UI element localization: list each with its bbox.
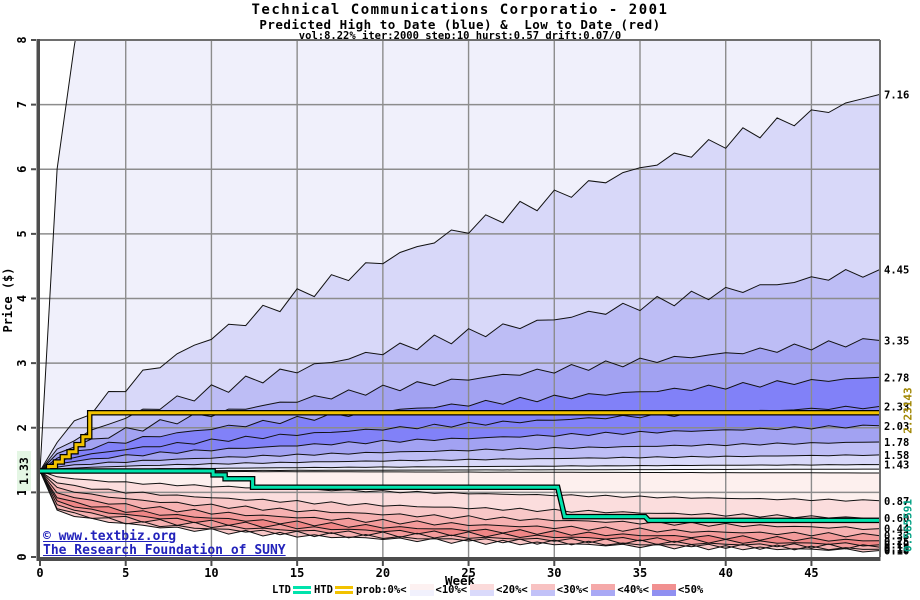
contour-line <box>40 470 880 502</box>
boundary-value-label: 1.78 <box>884 437 909 449</box>
y-tick-label: 0 <box>15 553 29 560</box>
contour-line <box>40 93 880 472</box>
legend-line-swatch <box>334 586 353 594</box>
low-band <box>40 471 880 546</box>
contour-line <box>40 470 880 531</box>
high-band <box>40 425 880 471</box>
htd-final-value-label: 2.23143 <box>901 387 915 434</box>
low-band <box>40 471 880 550</box>
contour-line <box>40 470 880 547</box>
high-band <box>40 442 880 471</box>
legend: LTD HTD prob:0%< <10%< <20%< <30%< <40%< <50% <box>272 583 703 597</box>
boundary-value-label: 3.35 <box>884 336 909 348</box>
boundary-value-label: 1.43 <box>884 460 909 472</box>
legend-band-swatch <box>651 584 676 596</box>
y-tick-label: 8 <box>15 36 29 43</box>
boundary-value-label: 0.12 <box>884 544 909 556</box>
legend-label: <40%< <box>617 584 649 596</box>
boundary-value-label: 7.16 <box>884 89 909 101</box>
y-axis-title: Price ($) <box>1 267 15 333</box>
watermark-org: The Research Foundation of SUNY <box>43 543 286 558</box>
boundary-value-label: 0.44 <box>884 524 909 536</box>
ltd-line <box>40 469 880 522</box>
boundary-value-label: 0.25 <box>884 536 909 548</box>
low-band <box>40 471 880 530</box>
contour-line <box>40 376 880 472</box>
legend-label: LTD <box>272 584 291 596</box>
boundary-value-label: 4.45 <box>884 264 909 276</box>
x-tick-label: 0 <box>36 566 43 580</box>
legend-band-swatch <box>530 584 555 596</box>
contour-line <box>40 454 880 472</box>
high-band <box>40 406 880 471</box>
x-tick-label: 35 <box>633 566 647 580</box>
high-band <box>40 454 880 471</box>
x-axis-title: Week <box>444 573 476 588</box>
chart-title: Technical Communications Corporatio - 20… <box>251 2 669 18</box>
boundary-value-label: 2.03 <box>884 421 909 433</box>
x-axis-bar <box>36 557 881 561</box>
y-tick-label: 7 <box>15 101 29 108</box>
htd-line <box>40 411 880 473</box>
contour-line <box>40 424 880 472</box>
y-tick-label: 6 <box>15 166 29 173</box>
y-tick-label: 2 <box>15 424 29 431</box>
legend-label: prob:0%< <box>355 584 407 596</box>
legend-band-swatch <box>409 584 434 596</box>
x-tick-label: 10 <box>204 566 218 580</box>
boundary-value-label: 0.15 <box>884 542 909 554</box>
high-band <box>40 269 880 471</box>
boundary-value-label: 0.33 <box>884 531 909 543</box>
y-tick-label: 1 <box>15 489 29 496</box>
watermark-url: © www.textbiz.org <box>43 529 177 544</box>
legend-label: HTD <box>313 584 333 596</box>
axis-ticks <box>31 39 813 566</box>
y-tick-label: 4 <box>15 295 29 302</box>
x-tick-label: 5 <box>122 566 129 580</box>
legend-label: <20%< <box>496 584 528 596</box>
boundary-value-label: 2.33 <box>884 401 909 413</box>
x-tick-label: 30 <box>547 566 561 580</box>
boundary-value-label: 0.19 <box>884 540 909 552</box>
contour-line <box>40 268 880 472</box>
boundary-value-label: 0.10 <box>884 546 909 558</box>
x-tick-label: 25 <box>461 566 475 580</box>
high-band <box>40 94 880 472</box>
legend-label: <10%< <box>435 584 468 596</box>
legend-label: <50% <box>677 584 704 596</box>
high-band <box>40 377 880 471</box>
contour-line <box>40 338 880 472</box>
x-tick-label: 15 <box>290 566 304 580</box>
high-band <box>40 40 880 471</box>
legend-line-swatch <box>292 586 311 594</box>
boundary-value-label: 2.78 <box>884 372 909 384</box>
low-band <box>40 471 880 542</box>
boundary-value-label: 0.87 <box>884 496 909 508</box>
x-tick-label: 45 <box>804 566 818 580</box>
x-tick-label: 40 <box>718 566 732 580</box>
y-tick-label: 3 <box>15 360 29 367</box>
contour-line <box>40 470 880 519</box>
contour-line <box>40 470 880 542</box>
chart-subtitle: Predicted High to Date (blue) & Low to D… <box>259 17 661 32</box>
contour-line <box>40 470 880 551</box>
boundary-value-label: 1.58 <box>884 450 909 462</box>
ltd-final-value-label: 0.565591 <box>901 499 915 552</box>
contour-line <box>40 441 880 472</box>
boundary-value-label: 0.60 <box>884 513 909 525</box>
legend-band-swatch <box>470 584 495 596</box>
legend-label: <30%< <box>556 584 589 596</box>
start-price-label: 1.33 <box>17 451 31 491</box>
y-tick-label: 5 <box>15 230 29 237</box>
legend-band-swatch <box>591 584 616 596</box>
low-band <box>40 471 880 519</box>
y-axis-bar <box>36 39 40 561</box>
x-tick-label: 20 <box>376 566 390 580</box>
contour-line <box>40 470 880 553</box>
contour-line <box>40 470 880 538</box>
